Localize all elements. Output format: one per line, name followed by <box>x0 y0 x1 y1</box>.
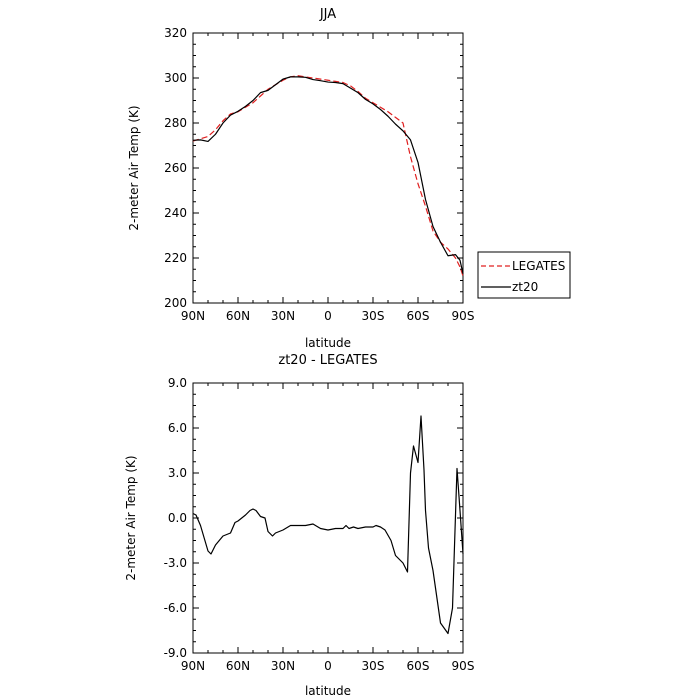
top-chart-xtick-label: 60N <box>226 309 250 323</box>
bottom-chart-series <box>192 415 464 635</box>
bottom-chart-xlabel: latitude <box>305 684 351 698</box>
top-chart-ytick-label: 300 <box>164 71 187 85</box>
top-chart-series <box>192 75 464 277</box>
top-chart-ytick-label: 260 <box>164 161 187 175</box>
top-chart-plot-frame <box>192 32 464 304</box>
top-chart-ytick-label: 220 <box>164 251 187 265</box>
top-chart-xtick-label: 30N <box>271 309 295 323</box>
bottom-chart-ytick-label: 6.0 <box>168 421 187 435</box>
top-chart: JJA 2-meter Air Temp (K) latitude 90N 60N… <box>127 7 474 350</box>
top-chart-title: JJA <box>319 7 336 22</box>
legend-label-zt20: zt20 <box>512 280 538 294</box>
bottom-chart-ytick-label: 3.0 <box>168 466 187 480</box>
bottom-chart-ytick-label: 0.0 <box>168 511 187 525</box>
bottom-chart-xtick-label: 30N <box>271 659 295 673</box>
top-chart-ytick-label: 200 <box>164 296 187 310</box>
top-chart-xlabel: latitude <box>305 336 351 350</box>
legend-box <box>477 251 571 299</box>
bottom-chart-ytick-label: 9.0 <box>168 376 187 390</box>
top-chart-ticks: 90N 60N 30N 0 30S 60S 90S 200 220 240 260 280 300 320 <box>164 26 474 323</box>
bottom-chart-ytick-label: -9.0 <box>164 646 187 660</box>
legend-label-legates: LEGATES <box>512 259 565 273</box>
top-chart-ytick-label: 320 <box>164 26 187 40</box>
top-chart-ytick-label: 240 <box>164 206 187 220</box>
bottom-chart-xtick-label: 60N <box>226 659 250 673</box>
bottom-chart-ytick-label: -3.0 <box>164 556 187 570</box>
top-chart-series-line-legates <box>192 75 464 277</box>
bottom-chart-ticks: 90N 60N 30N 0 30S 60S 90S -9.0 -6.0 -3.0 0.0 3.0 6.0… <box>164 376 475 673</box>
bottom-chart: zt20 - LEGATES 2-meter Air Temp (K) lati… <box>124 353 474 698</box>
bottom-chart-xtick-label: 0 <box>324 659 332 673</box>
bottom-chart-xtick-label: 30S <box>362 659 385 673</box>
bottom-chart-series-line-diff <box>192 415 464 635</box>
top-chart-series-line-zt20 <box>192 76 464 274</box>
top-chart-xtick-label: 30S <box>362 309 385 323</box>
bottom-chart-plot-frame <box>192 382 464 654</box>
top-chart-xtick-label: 90N <box>181 309 205 323</box>
top-chart-ylabel: 2-meter Air Temp (K) <box>127 105 141 230</box>
bottom-chart-ylabel: 2-meter Air Temp (K) <box>124 455 138 580</box>
top-chart-xtick-label: 0 <box>324 309 332 323</box>
bottom-chart-ytick-label: -6.0 <box>164 601 187 615</box>
bottom-chart-title: zt20 - LEGATES <box>278 353 377 368</box>
bottom-chart-xtick-label: 60S <box>407 659 430 673</box>
top-chart-ytick-label: 280 <box>164 116 187 130</box>
bottom-chart-xtick-label: 90S <box>452 659 475 673</box>
top-chart-xtick-label: 60S <box>407 309 430 323</box>
top-chart-xtick-label: 90S <box>452 309 475 323</box>
legend: LEGATES zt20 <box>477 251 571 299</box>
bottom-chart-xtick-label: 90N <box>181 659 205 673</box>
